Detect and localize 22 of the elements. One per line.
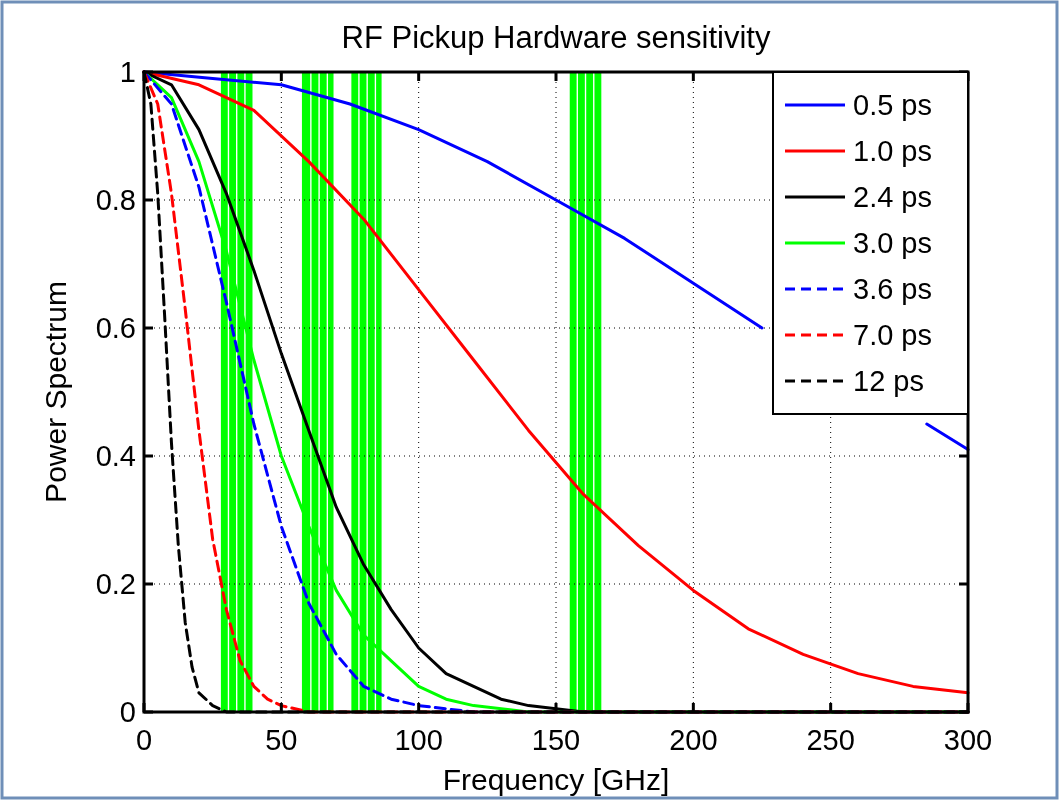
x-axis-title: Frequency [GHz] <box>442 763 670 796</box>
x-tick-label: 50 <box>265 724 298 756</box>
legend-label: 1.0 ps <box>853 135 932 167</box>
y-tick-label: 1 <box>119 56 136 88</box>
x-tick-label: 250 <box>806 724 855 756</box>
legend-label: 0.5 ps <box>853 89 932 121</box>
y-axis-title: Power Spectrum <box>39 281 72 503</box>
legend-label: 3.6 ps <box>853 273 932 305</box>
x-tick-label: 150 <box>531 724 581 756</box>
x-tick-label: 200 <box>669 724 718 756</box>
chart-title: RF Pickup Hardware sensitivity <box>341 20 771 55</box>
y-tick-label: 0 <box>119 696 136 728</box>
x-tick-label: 300 <box>943 724 993 756</box>
y-tick-label: 0.2 <box>95 568 136 600</box>
legend-label: 2.4 ps <box>853 181 932 213</box>
legend-label: 7.0 ps <box>853 319 932 351</box>
y-tick-label: 0.6 <box>95 312 136 344</box>
legend-label: 12 ps <box>853 365 924 397</box>
y-tick-label: 0.4 <box>95 440 136 472</box>
legend-label: 3.0 ps <box>853 227 932 259</box>
y-tick-label: 0.8 <box>95 184 136 216</box>
x-tick-label: 100 <box>394 724 443 756</box>
